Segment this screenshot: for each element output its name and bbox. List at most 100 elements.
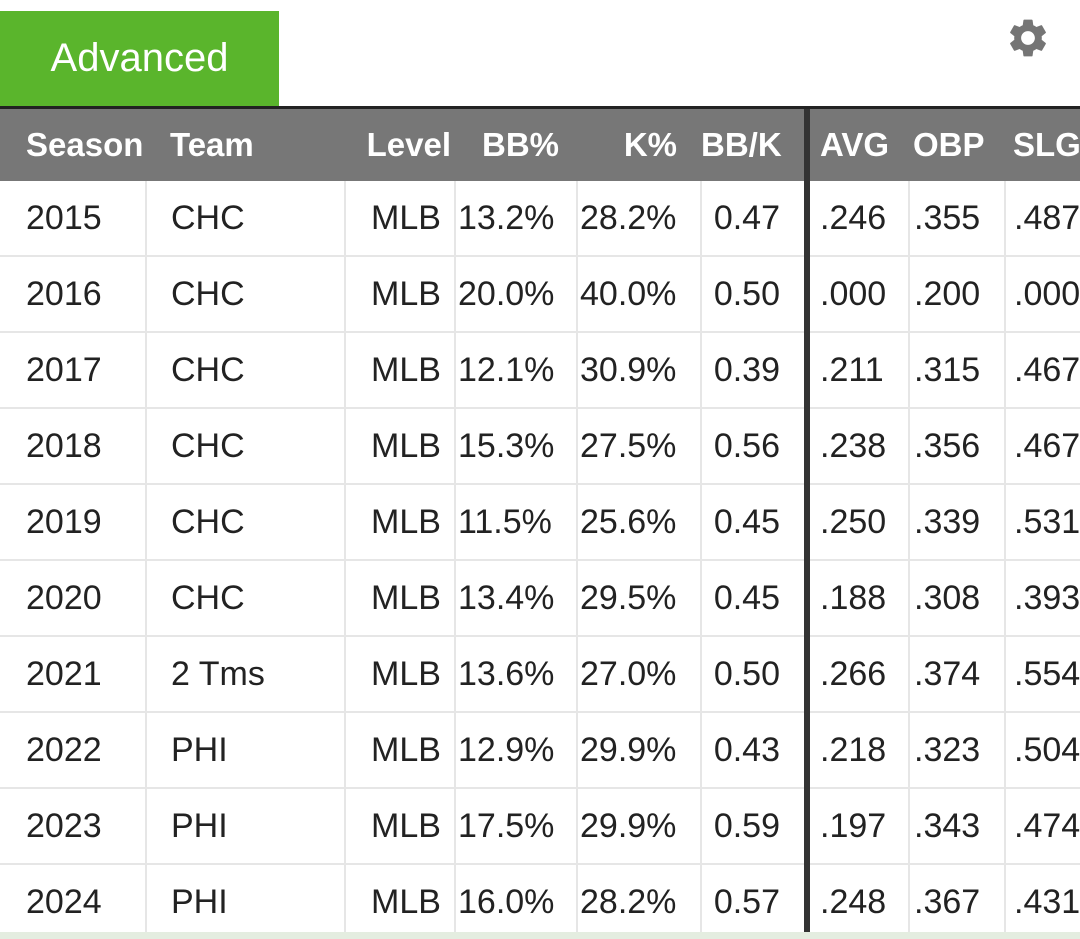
cell-avg: .211: [804, 332, 910, 409]
cell-season: 2016: [0, 256, 147, 333]
cell-season: 2023: [0, 788, 147, 865]
column-header-k-pct[interactable]: K%: [577, 109, 701, 181]
cell-slg: .474: [1005, 788, 1080, 865]
cell-k-pct: 25.6%: [577, 484, 702, 561]
cell-season: 2015: [0, 181, 147, 257]
cell-avg: .218: [804, 712, 910, 789]
cell-season: 2018: [0, 408, 147, 485]
cell-bb-k: 0.50: [701, 256, 808, 333]
cell-season: 2022: [0, 712, 147, 789]
cell-obp: .343: [909, 788, 1006, 865]
cell-k-pct: 29.9%: [577, 788, 702, 865]
cell-bb-pct: 12.9%: [455, 712, 578, 789]
gear-icon[interactable]: [1005, 15, 1051, 61]
bottom-divider: [0, 932, 1080, 939]
cell-obp: .308: [909, 560, 1006, 637]
cell-level: MLB: [345, 181, 456, 257]
column-header-slg[interactable]: SLG: [1005, 109, 1080, 181]
cell-avg: .197: [804, 788, 910, 865]
cell-slg: .554: [1005, 636, 1080, 713]
cell-obp: .315: [909, 332, 1006, 409]
cell-season: 2019: [0, 484, 147, 561]
cell-bb-k: 0.56: [701, 408, 808, 485]
cell-team[interactable]: PHI: [146, 712, 346, 789]
cell-team[interactable]: CHC: [146, 256, 346, 333]
cell-level: MLB: [345, 560, 456, 637]
table-row: 2023 PHI MLB 17.5% 29.9% 0.59 .197 .343 …: [0, 788, 1080, 865]
top-bar: Advanced: [0, 0, 1080, 106]
cell-avg: .238: [804, 408, 910, 485]
cell-obp: .374: [909, 636, 1006, 713]
cell-k-pct: 27.0%: [577, 636, 702, 713]
cell-team[interactable]: PHI: [146, 788, 346, 865]
cell-bb-pct: 20.0%: [455, 256, 578, 333]
column-header-bb-pct[interactable]: BB%: [455, 109, 577, 181]
cell-avg: .250: [804, 484, 910, 561]
cell-k-pct: 28.2%: [577, 864, 702, 939]
cell-obp: .367: [909, 864, 1006, 939]
table-row: 2024 PHI MLB 16.0% 28.2% 0.57 .248 .367 …: [0, 864, 1080, 939]
cell-team[interactable]: CHC: [146, 560, 346, 637]
table-row: 2021 2 Tms MLB 13.6% 27.0% 0.50 .266 .37…: [0, 636, 1080, 713]
column-header-season[interactable]: Season: [0, 109, 146, 181]
cell-level: MLB: [345, 636, 456, 713]
cell-team[interactable]: CHC: [146, 332, 346, 409]
column-header-bb-k[interactable]: BB/K: [701, 109, 807, 181]
cell-bb-k: 0.59: [701, 788, 808, 865]
cell-bb-pct: 16.0%: [455, 864, 578, 939]
table-row: 2017 CHC MLB 12.1% 30.9% 0.39 .211 .315 …: [0, 332, 1080, 409]
cell-bb-pct: 12.1%: [455, 332, 578, 409]
cell-level: MLB: [345, 408, 456, 485]
cell-k-pct: 30.9%: [577, 332, 702, 409]
cell-team[interactable]: CHC: [146, 484, 346, 561]
column-header-team[interactable]: Team: [146, 109, 345, 181]
table-header-row: Season Team Level BB% K% BB/K AVG OBP SL…: [0, 109, 1080, 181]
cell-season: 2024: [0, 864, 147, 939]
column-header-avg[interactable]: AVG: [804, 109, 909, 181]
stats-table-container[interactable]: Season Team Level BB% K% BB/K AVG OBP SL…: [0, 106, 1080, 939]
cell-slg: .531: [1005, 484, 1080, 561]
cell-slg: .431: [1005, 864, 1080, 939]
table-row: 2018 CHC MLB 15.3% 27.5% 0.56 .238 .356 …: [0, 408, 1080, 485]
cell-team[interactable]: CHC: [146, 408, 346, 485]
cell-team[interactable]: PHI: [146, 864, 346, 939]
cell-season: 2020: [0, 560, 147, 637]
cell-team[interactable]: 2 Tms: [146, 636, 346, 713]
cell-level: MLB: [345, 864, 456, 939]
cell-slg: .393: [1005, 560, 1080, 637]
tab-advanced[interactable]: Advanced: [0, 11, 279, 106]
table-row: 2015 CHC MLB 13.2% 28.2% 0.47 .246 .355 …: [0, 181, 1080, 257]
cell-bb-k: 0.57: [701, 864, 808, 939]
cell-avg: .248: [804, 864, 910, 939]
cell-bb-pct: 11.5%: [455, 484, 578, 561]
cell-avg: .000: [804, 256, 910, 333]
cell-obp: .355: [909, 181, 1006, 257]
cell-level: MLB: [345, 788, 456, 865]
cell-obp: .356: [909, 408, 1006, 485]
table-row: 2022 PHI MLB 12.9% 29.9% 0.43 .218 .323 …: [0, 712, 1080, 789]
cell-bb-k: 0.43: [701, 712, 808, 789]
advanced-stats-table: Season Team Level BB% K% BB/K AVG OBP SL…: [0, 109, 1080, 939]
cell-bb-pct: 13.2%: [455, 181, 578, 257]
cell-slg: .487: [1005, 181, 1080, 257]
cell-slg: .504: [1005, 712, 1080, 789]
cell-avg: .266: [804, 636, 910, 713]
column-header-level[interactable]: Level: [345, 109, 455, 181]
cell-obp: .323: [909, 712, 1006, 789]
cell-bb-pct: 17.5%: [455, 788, 578, 865]
cell-slg: .000: [1005, 256, 1080, 333]
cell-bb-k: 0.45: [701, 560, 808, 637]
column-header-obp[interactable]: OBP: [909, 109, 1005, 181]
cell-level: MLB: [345, 256, 456, 333]
table-row: 2020 CHC MLB 13.4% 29.5% 0.45 .188 .308 …: [0, 560, 1080, 637]
cell-avg: .246: [804, 181, 910, 257]
cell-level: MLB: [345, 332, 456, 409]
cell-obp: .200: [909, 256, 1006, 333]
cell-level: MLB: [345, 484, 456, 561]
cell-slg: .467: [1005, 408, 1080, 485]
cell-avg: .188: [804, 560, 910, 637]
cell-k-pct: 27.5%: [577, 408, 702, 485]
cell-team[interactable]: CHC: [146, 181, 346, 257]
cell-k-pct: 40.0%: [577, 256, 702, 333]
cell-season: 2021: [0, 636, 147, 713]
